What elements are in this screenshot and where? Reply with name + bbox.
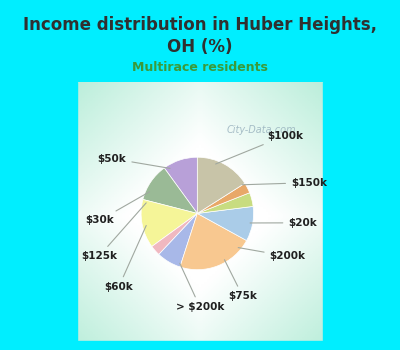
Wedge shape <box>164 157 197 214</box>
Wedge shape <box>141 199 197 246</box>
Text: $75k: $75k <box>224 260 257 301</box>
Text: Multirace residents: Multirace residents <box>132 61 268 74</box>
Wedge shape <box>143 168 197 214</box>
Wedge shape <box>180 214 246 270</box>
Wedge shape <box>197 157 245 214</box>
Text: City-Data.com: City-Data.com <box>227 125 296 135</box>
Text: $125k: $125k <box>81 203 146 261</box>
Text: $200k: $200k <box>238 247 306 261</box>
Bar <box>66 82 77 350</box>
Wedge shape <box>152 214 197 254</box>
Text: $100k: $100k <box>216 131 303 164</box>
Text: Income distribution in Huber Heights,
OH (%): Income distribution in Huber Heights, OH… <box>23 16 377 56</box>
Text: $30k: $30k <box>86 192 150 225</box>
Wedge shape <box>159 214 197 267</box>
Wedge shape <box>197 183 250 214</box>
Text: > $200k: > $200k <box>176 263 224 312</box>
Text: $150k: $150k <box>242 178 327 188</box>
Text: $60k: $60k <box>104 225 146 292</box>
Bar <box>66 341 334 350</box>
Wedge shape <box>197 206 254 240</box>
Text: $50k: $50k <box>98 154 170 168</box>
Text: $20k: $20k <box>250 218 317 228</box>
Bar <box>323 82 334 350</box>
Wedge shape <box>197 193 253 214</box>
